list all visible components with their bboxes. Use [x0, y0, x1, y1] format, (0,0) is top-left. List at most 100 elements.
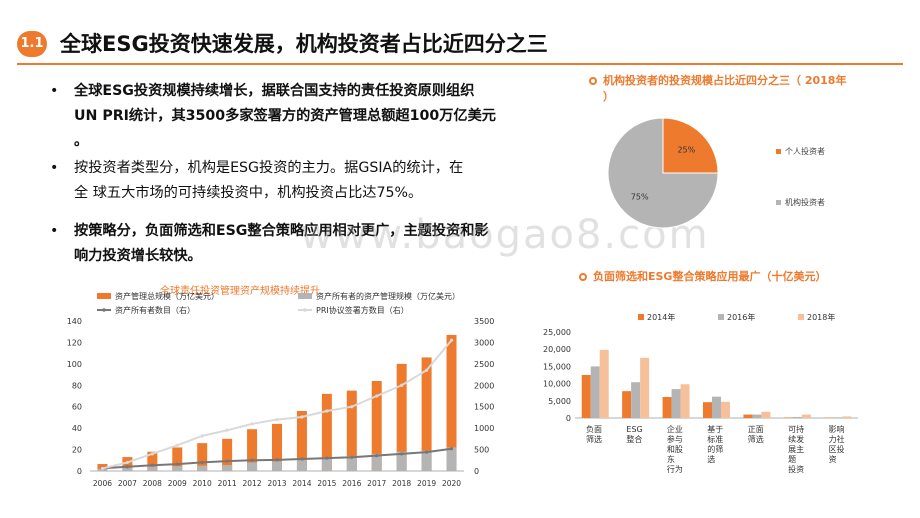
growth-line-point — [100, 466, 105, 471]
pie-legend-label: 个人投资者 — [785, 146, 825, 156]
x-tick-label: 2020 — [442, 479, 461, 488]
growth-bar — [371, 453, 382, 471]
strategy-bar — [743, 414, 753, 418]
growth-bar — [272, 423, 282, 471]
y-tick-label: 20 — [72, 446, 82, 455]
growth-line-point — [125, 460, 129, 465]
x-tick-label: 区投 — [829, 444, 845, 454]
pie-slice-label: 25% — [677, 146, 695, 155]
growth-line-point — [300, 415, 304, 419]
growth-legend-label: PRI协议签署方数目（右） — [316, 305, 409, 315]
title-divider — [17, 63, 903, 65]
x-tick-label: 2018 — [392, 479, 411, 488]
growth-line-point — [275, 458, 279, 462]
x-tick-label: 2010 — [193, 479, 212, 488]
growth-legend-swatch — [298, 293, 312, 299]
growth-combo-chart: 全球责任投资管理资产规模持续提升 0 20 40 60 80 100 120 140 0 500 10… — [67, 284, 495, 488]
bullet-line: 按策略分，负面筛选和ESG整合策略应用相对更广，主题投资和影 — [74, 223, 489, 239]
y-tick-label: 25,000 — [543, 328, 571, 337]
x-tick-label: 投资 — [788, 464, 804, 474]
y-tick-label: 10,000 — [543, 380, 571, 389]
x-tick-label: 整合 — [626, 434, 642, 444]
strategy-bar — [680, 384, 690, 418]
growth-line-point — [325, 409, 329, 413]
pie-slice — [662, 117, 719, 174]
x-tick-label: 题 — [788, 455, 796, 464]
strategy-bar — [703, 402, 712, 418]
x-tick-label: 可持 — [788, 424, 804, 434]
strategy-bar — [783, 417, 793, 418]
growth-bar — [247, 462, 258, 471]
strategy-bar — [631, 382, 641, 418]
y2-tick-label: 2500 — [474, 360, 494, 369]
x-tick-label: 选 — [707, 454, 715, 464]
x-tick-label: 企业 — [667, 424, 683, 434]
x-tick-label: 2019 — [417, 479, 436, 488]
growth-line-point — [375, 453, 379, 458]
y2-tick-label: 1000 — [474, 424, 494, 433]
ring-icon — [589, 77, 597, 85]
x-tick-label: 2015 — [317, 479, 336, 488]
growth-bar — [346, 456, 357, 471]
strategy-bar — [712, 396, 721, 418]
y-tick-label: 60 — [72, 403, 82, 412]
growth-bar — [197, 465, 208, 471]
x-tick-label: 展主 — [788, 444, 804, 454]
growth-bar — [346, 390, 357, 471]
growth-line-point — [400, 452, 404, 456]
pie-legend-label: 机构投资者 — [785, 197, 825, 207]
growth-chart-title: 全球责任投资管理资产规模持续提升 — [160, 284, 320, 297]
x-tick-label: 标准 — [707, 434, 723, 444]
bullet-line: 。 — [74, 133, 89, 149]
growth-line-point — [400, 383, 404, 387]
growth-line-point — [200, 460, 204, 465]
growth-line-point — [425, 368, 429, 372]
pie-slice-label: 75% — [631, 192, 649, 201]
y-tick-label: 140 — [67, 317, 82, 326]
growth-bar — [296, 459, 307, 471]
growth-line-point — [225, 428, 229, 432]
strategy-bar — [640, 357, 650, 418]
growth-bar — [197, 443, 208, 471]
growth-legend-marker — [303, 308, 307, 312]
x-tick-label: 筛选 — [586, 434, 602, 444]
x-tick-label: 2013 — [267, 479, 286, 488]
strategy-bar — [581, 375, 591, 418]
pie-title-line: ） — [603, 90, 614, 103]
y-tick-label: 80 — [72, 381, 82, 390]
x-tick-label: 2007 — [118, 479, 137, 488]
growth-line-point — [175, 443, 179, 447]
strategy-title-text: 负面筛选和ESG整合策略应用最广（十亿美元） — [593, 270, 827, 283]
growth-line-point — [125, 465, 129, 469]
growth-line-point — [425, 450, 429, 454]
growth-line-point — [250, 458, 254, 462]
y-tick-label: 15,000 — [543, 362, 571, 371]
growth-bar — [172, 447, 183, 471]
bullet-line: 按投资者类型分，机构是ESG投资的主力。据GSIA的统计，在 — [74, 160, 464, 176]
growth-legend-marker — [102, 308, 106, 312]
growth-bar — [321, 457, 332, 471]
ring-icon — [579, 273, 587, 281]
x-tick-label: 2009 — [168, 479, 187, 488]
growth-legend-label: 资产所有者数目（右） — [115, 305, 195, 315]
strategy-bar — [671, 389, 681, 418]
y2-tick-label: 3500 — [474, 317, 494, 326]
x-tick-label: 影响 — [829, 424, 845, 434]
bullet-marker: • — [50, 160, 59, 176]
growth-bar — [247, 429, 258, 471]
x-tick-label: 2011 — [218, 479, 237, 488]
x-tick-label: 筛选 — [748, 434, 764, 444]
growth-bar — [222, 438, 233, 471]
x-tick-label: 续发 — [788, 434, 804, 444]
growth-line-point — [275, 417, 279, 422]
growth-line-point — [449, 338, 454, 342]
y-tick-label: 100 — [67, 360, 82, 369]
growth-legend-swatch — [97, 293, 111, 299]
x-tick-label: 资 — [829, 454, 837, 464]
section-number-badge: 1.1 — [17, 31, 47, 57]
growth-bar — [421, 450, 432, 471]
x-tick-label: 的筛 — [707, 444, 723, 454]
y2-tick-label: 1500 — [474, 403, 494, 412]
growth-line-point — [175, 462, 179, 466]
x-tick-label: 2008 — [143, 479, 162, 488]
